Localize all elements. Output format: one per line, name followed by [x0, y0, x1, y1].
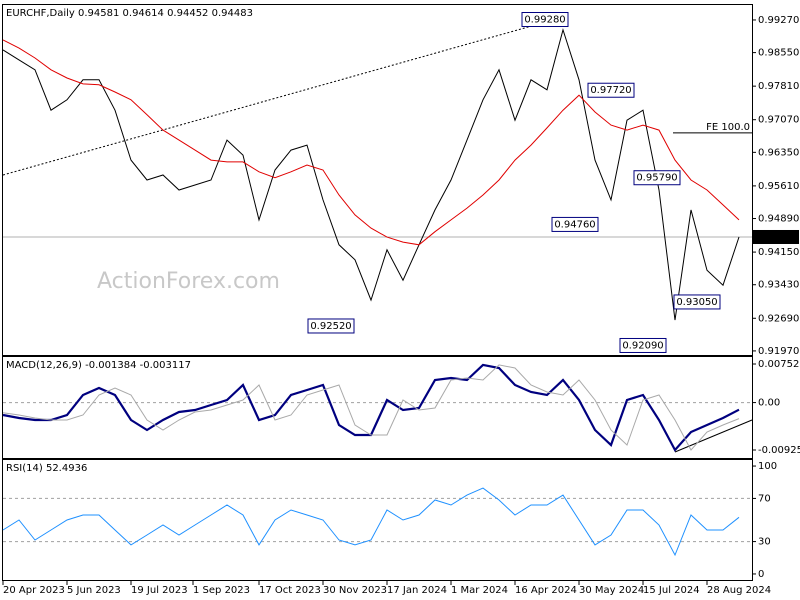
macd-pane: [2, 356, 753, 459]
y-tick-label: -0.009252: [758, 445, 800, 456]
price-label-box: [673, 294, 721, 310]
y-tick-label: 70: [758, 493, 771, 504]
series-line: [2, 364, 740, 451]
x-tick-label: 19 Jul 2023: [131, 585, 188, 596]
price-label-box: [587, 82, 635, 98]
y-tick-label: 0.93430: [758, 280, 799, 291]
x-tick-label: 17 Oct 2023: [259, 585, 321, 596]
y-tick-label: 0.99270: [758, 15, 799, 26]
price-label-box: [551, 216, 599, 232]
x-tick-label: 5 Jun 2023: [67, 585, 121, 596]
y-tick-label: 30: [758, 537, 771, 548]
y-tick-label: 0.97810: [758, 81, 799, 92]
x-tick-label: 15 Jul 2024: [643, 585, 700, 596]
rsi-pane: [2, 459, 753, 581]
y-tick-label: 0.97070: [758, 115, 799, 126]
x-tick-label: 30 Nov 2023: [323, 585, 387, 596]
x-tick-label: 20 Apr 2023: [3, 585, 65, 596]
price-label-box: [619, 337, 667, 353]
last-price-label: 0.94483: [756, 232, 797, 243]
pane-title: RSI(14) 52.4936: [6, 463, 87, 474]
price-label-box: [521, 12, 569, 28]
y-tick-label: 0: [758, 569, 764, 580]
y-tick-label: 0.94890: [758, 214, 799, 225]
price-label: 0.99280: [524, 15, 565, 26]
y-tick-label: 0.98550: [758, 48, 799, 59]
macd-trend-line: [674, 419, 753, 453]
price-label: 0.94760: [554, 219, 595, 230]
price-label: 0.92520: [310, 321, 351, 332]
y-tick-label: 0.94150: [758, 247, 799, 258]
price-label-box: [307, 318, 355, 334]
y-tick-label: 0.91970: [758, 346, 799, 357]
x-tick-label: 1 Mar 2024: [451, 585, 508, 596]
price-label: 0.97720: [590, 85, 631, 96]
fe-label: FE 100.0: [706, 122, 750, 133]
x-tick-label: 17 Jan 2024: [387, 585, 447, 596]
watermark: ActionForex.com: [97, 269, 280, 294]
series-line: [2, 39, 740, 246]
price-label: 0.92090: [622, 340, 663, 351]
trend-line: [2, 17, 561, 176]
y-tick-label: 0.92690: [758, 313, 799, 324]
y-tick-label: 0.00: [758, 398, 780, 409]
x-tick-label: 16 Apr 2024: [515, 585, 577, 596]
price-label: 0.95790: [636, 173, 677, 184]
y-tick-label: 0.96350: [758, 147, 799, 158]
price-label: 0.93050: [676, 297, 717, 308]
y-tick-label: 0.007526: [758, 359, 800, 370]
y-tick-label: 0.95610: [758, 181, 799, 192]
series-line: [2, 28, 740, 321]
series-line: [2, 487, 740, 557]
x-tick-label: 28 Aug 2024: [707, 585, 771, 596]
last-price-box: [753, 229, 799, 244]
y-tick-label: 100: [758, 461, 777, 472]
price-pane: [2, 4, 753, 356]
pane-title: MACD(12,26,9) -0.001384 -0.003117: [6, 360, 191, 371]
pane-title: EURCHF,Daily 0.94581 0.94614 0.94452 0.9…: [6, 8, 253, 19]
price-label-box: [633, 170, 681, 186]
x-tick-label: 30 May 2024: [579, 585, 644, 596]
x-tick-label: 1 Sep 2023: [193, 585, 250, 596]
